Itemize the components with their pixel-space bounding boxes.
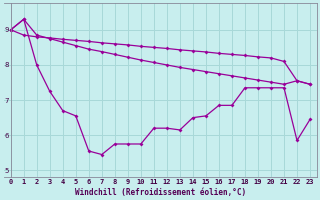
X-axis label: Windchill (Refroidissement éolien,°C): Windchill (Refroidissement éolien,°C) — [75, 188, 246, 197]
